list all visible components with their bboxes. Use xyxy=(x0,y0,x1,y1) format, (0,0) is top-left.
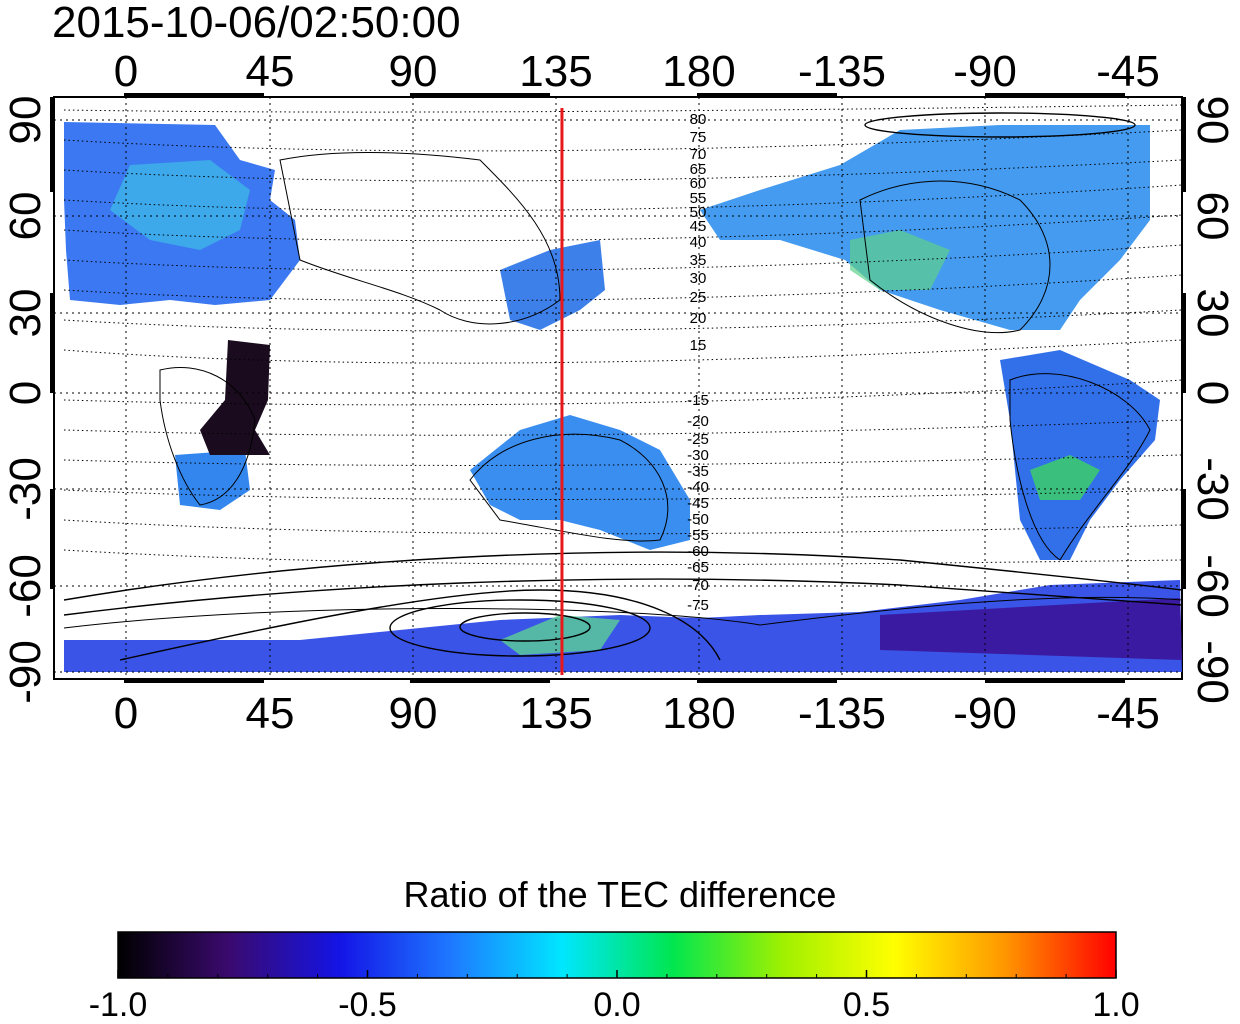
lon-tick-top: 135 xyxy=(519,47,592,96)
tec-region-na-green xyxy=(850,230,950,290)
contour-label-north: 25 xyxy=(690,289,707,306)
colorbar: -1.0 -0.5 0.0 0.5 1.0 xyxy=(89,931,1140,1024)
lat-tick-left: 30 xyxy=(1,289,50,338)
tec-region-antarctica-dark xyxy=(880,598,1182,660)
colorbar-tick-label: -0.5 xyxy=(338,986,397,1024)
coastlines xyxy=(63,152,1182,629)
lon-tick-bottom: -45 xyxy=(1096,689,1160,738)
contour-label-south: -65 xyxy=(687,559,709,576)
contour-label-north: 50 xyxy=(690,204,707,221)
lat-tick-left: 60 xyxy=(1,192,50,241)
tec-region-africa-dark xyxy=(200,340,270,455)
contour-label-north: 30 xyxy=(690,270,707,287)
lat-tick-right: -90 xyxy=(1188,640,1237,704)
lat-tick-left: -30 xyxy=(1,457,50,521)
tec-region-north-america xyxy=(700,125,1150,330)
contour-label-north: 80 xyxy=(690,111,707,128)
south-pole-contours xyxy=(63,112,1182,661)
lat-lon-grid xyxy=(54,97,1182,679)
lon-tick-top: -135 xyxy=(798,47,886,96)
lon-tick-top: -45 xyxy=(1096,47,1160,96)
contour-label-south: -45 xyxy=(687,495,709,512)
contour-label-north: 20 xyxy=(690,310,707,327)
tec-region-sa-hot xyxy=(1030,455,1100,500)
lat-tick-right: -30 xyxy=(1188,457,1237,521)
colorbar-tick-label: -1.0 xyxy=(89,986,148,1024)
contour-label-south: -70 xyxy=(687,577,709,594)
contour-label-south: -40 xyxy=(687,479,709,496)
contour-label-south: -25 xyxy=(687,431,709,448)
contour-label-north: 75 xyxy=(690,129,707,146)
lon-tick-top: 0 xyxy=(114,47,138,96)
contour-label-north: 60 xyxy=(690,175,707,192)
lat-tick-right: 0 xyxy=(1188,381,1237,405)
tec-region-japan xyxy=(500,240,605,330)
lon-tick-bottom: -135 xyxy=(798,689,886,738)
contour-label-south: -20 xyxy=(687,413,709,430)
contour-label-south: -35 xyxy=(687,463,709,480)
lon-tick-bottom: 135 xyxy=(519,689,592,738)
axis-labels: 0045459090135135180180-135-135-90-90-45-… xyxy=(1,47,1237,738)
tec-region-africa-south xyxy=(175,450,250,510)
lat-tick-left: -90 xyxy=(1,640,50,704)
contour-label-north: 40 xyxy=(690,234,707,251)
contour-label-north: 65 xyxy=(690,161,707,178)
contour-label-south: -60 xyxy=(687,543,709,560)
colorbar-tick-label: 0.0 xyxy=(593,986,640,1024)
edge-bars xyxy=(50,93,1186,683)
contour-label-south: -15 xyxy=(687,392,709,409)
colorbar-title: Ratio of the TEC difference xyxy=(403,874,837,915)
lon-tick-top: 180 xyxy=(662,47,735,96)
contour-label-south: -50 xyxy=(687,511,709,528)
lat-tick-left: 0 xyxy=(1,381,50,405)
lat-tick-right: 30 xyxy=(1188,289,1237,338)
map-title: 2015-10-06/02:50:00 xyxy=(52,0,461,47)
colorbar-tick-label: 0.5 xyxy=(843,986,890,1024)
lon-tick-top: 90 xyxy=(389,47,438,96)
tec-data-layer xyxy=(64,122,1182,672)
tec-region-europe-cyan xyxy=(110,160,250,250)
contour-label-south: -30 xyxy=(687,447,709,464)
lon-tick-top: -90 xyxy=(953,47,1017,96)
lon-tick-bottom: 0 xyxy=(114,689,138,738)
lat-tick-right: -60 xyxy=(1188,554,1237,618)
colorbar-tick-label: 1.0 xyxy=(1092,986,1139,1024)
lon-tick-bottom: 45 xyxy=(246,689,295,738)
lon-tick-bottom: -90 xyxy=(953,689,1017,738)
contour-label-south: -75 xyxy=(687,597,709,614)
lon-tick-bottom: 90 xyxy=(389,689,438,738)
contour-label-north: 70 xyxy=(690,146,707,163)
colorbar-ticks: -1.0 -0.5 0.0 0.5 1.0 xyxy=(89,970,1140,1024)
tec-region-south-america xyxy=(1000,350,1160,560)
contour-label-south: -55 xyxy=(687,527,709,544)
contour-label-north: 35 xyxy=(690,252,707,269)
lat-tick-left: 90 xyxy=(1,96,50,145)
lat-tick-right: 90 xyxy=(1188,96,1237,145)
contour-label-north: 45 xyxy=(690,218,707,235)
lon-tick-top: 45 xyxy=(246,47,295,96)
lat-tick-left: -60 xyxy=(1,554,50,618)
lat-tick-right: 60 xyxy=(1188,192,1237,241)
tec-map: 8075706560555045403530252015-15-20-25-30… xyxy=(1,47,1237,738)
lon-tick-bottom: 180 xyxy=(662,689,735,738)
contour-label-north: 15 xyxy=(690,337,707,354)
contour-label-north: 55 xyxy=(690,190,707,207)
